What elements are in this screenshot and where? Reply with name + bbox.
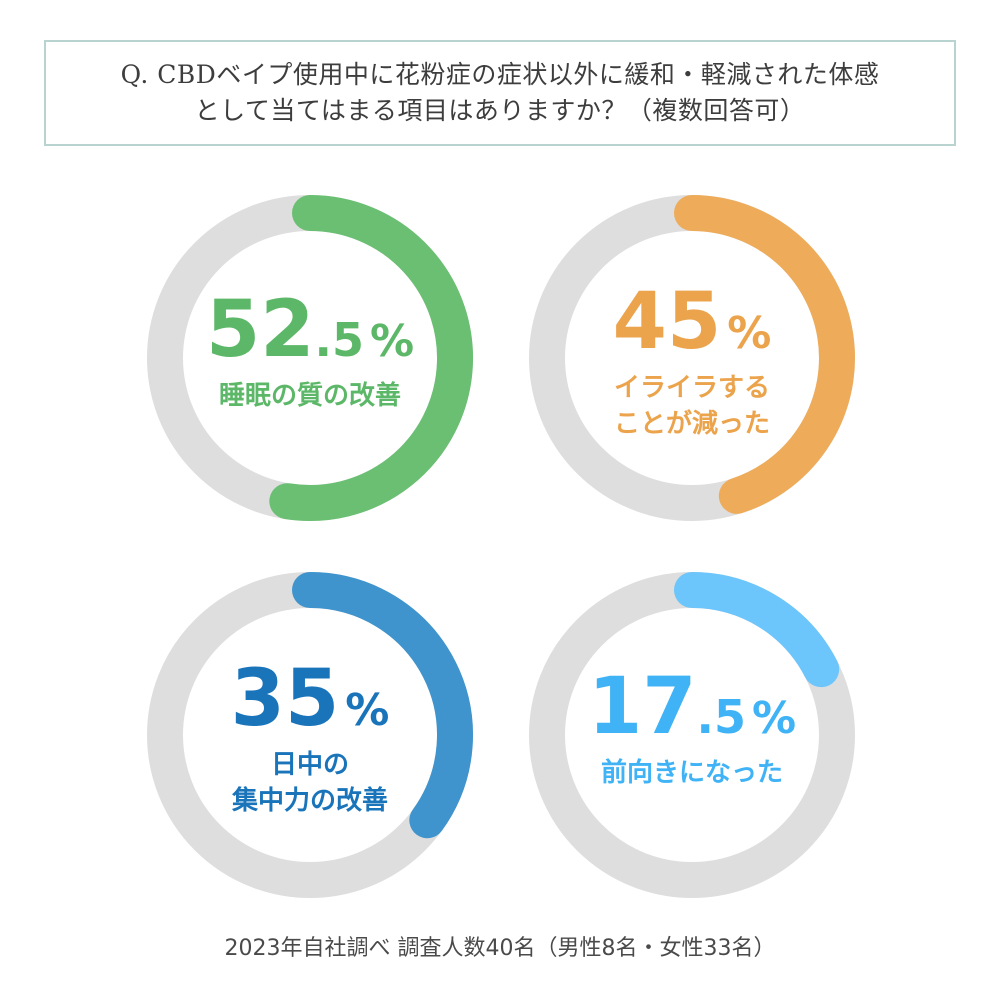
- donut-value: 17.5%: [588, 662, 796, 752]
- donut-value: 35%: [231, 654, 390, 744]
- donut-arc: [269, 195, 474, 521]
- donut-chart-1: 52.5 % 睡眠の質の改善: [147, 195, 474, 521]
- donut-label: 睡眠の質の改善: [219, 380, 401, 411]
- question-box: Q. CBDベイプ使用中に花粉症の症状以外に緩和・軽減された体感 として当てはま…: [44, 40, 956, 146]
- donut-label: 日中の: [271, 750, 349, 780]
- footnote: 2023年自社調べ 調査人数40名（男性8名・女性33名）: [224, 936, 776, 961]
- donut-value: 45%: [613, 277, 772, 367]
- donut-arc: [292, 572, 473, 839]
- donut-value: 52.5%: [206, 285, 414, 375]
- donut-label: イライラする: [614, 373, 770, 403]
- donut-arc: [674, 195, 855, 514]
- question-line-1: Q. CBDベイプ使用中に花粉症の症状以外に緩和・軽減された体感: [120, 60, 880, 89]
- donut-label: 集中力の改善: [231, 785, 388, 816]
- donut-arc: [674, 572, 840, 688]
- question-line-2: として当てはまる項目はありますか？（複数回答可）: [194, 96, 806, 125]
- donut-label: ことが減った: [614, 408, 770, 439]
- donut-chart-4: 17.5 % 前向きになった: [529, 572, 855, 898]
- donut-label: 前向きになった: [601, 757, 783, 788]
